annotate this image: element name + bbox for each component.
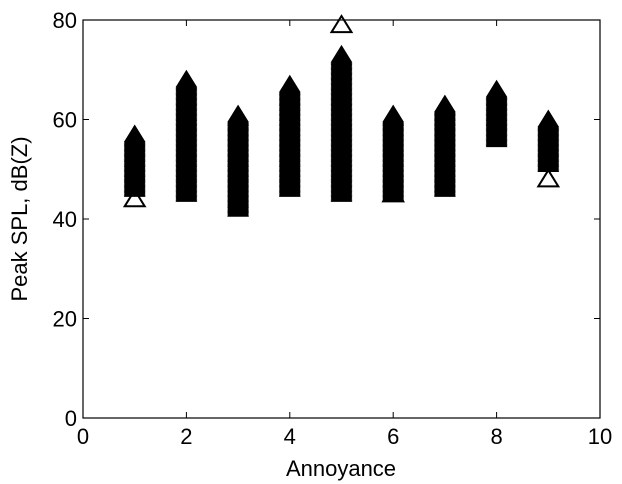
x-tick-label: 2 [180, 424, 192, 449]
outlier-point [329, 14, 354, 34]
y-tick-label: 20 [53, 307, 77, 332]
tick-labels: 0 2 4 6 8 10 0 20 40 60 80 [53, 8, 613, 449]
x-tick-label: 10 [588, 424, 612, 449]
axis-ticks [82, 19, 601, 419]
y-tick-label: 60 [53, 108, 77, 133]
data-point [123, 124, 146, 143]
outlier-point [381, 183, 405, 203]
data-point [537, 109, 560, 128]
y-axis-title: Peak SPL, dB(Z) [7, 136, 32, 301]
x-tick-label: 0 [77, 424, 89, 449]
outlier-point [536, 168, 561, 188]
data-point [485, 79, 508, 98]
data-point [382, 104, 405, 123]
x-tick-label: 6 [387, 424, 399, 449]
data-points [122, 14, 561, 217]
outlier-point [122, 188, 147, 208]
data-point [278, 74, 301, 93]
data-point [175, 69, 198, 88]
x-tick-label: 8 [490, 424, 502, 449]
x-tick-label: 4 [284, 424, 296, 449]
data-point [330, 44, 353, 63]
y-tick-label: 0 [65, 406, 77, 431]
y-tick-label: 80 [53, 8, 77, 33]
data-point [227, 104, 249, 123]
data-point [434, 94, 456, 113]
x-axis-title: Annoyance [286, 456, 396, 481]
y-tick-label: 40 [53, 207, 77, 232]
